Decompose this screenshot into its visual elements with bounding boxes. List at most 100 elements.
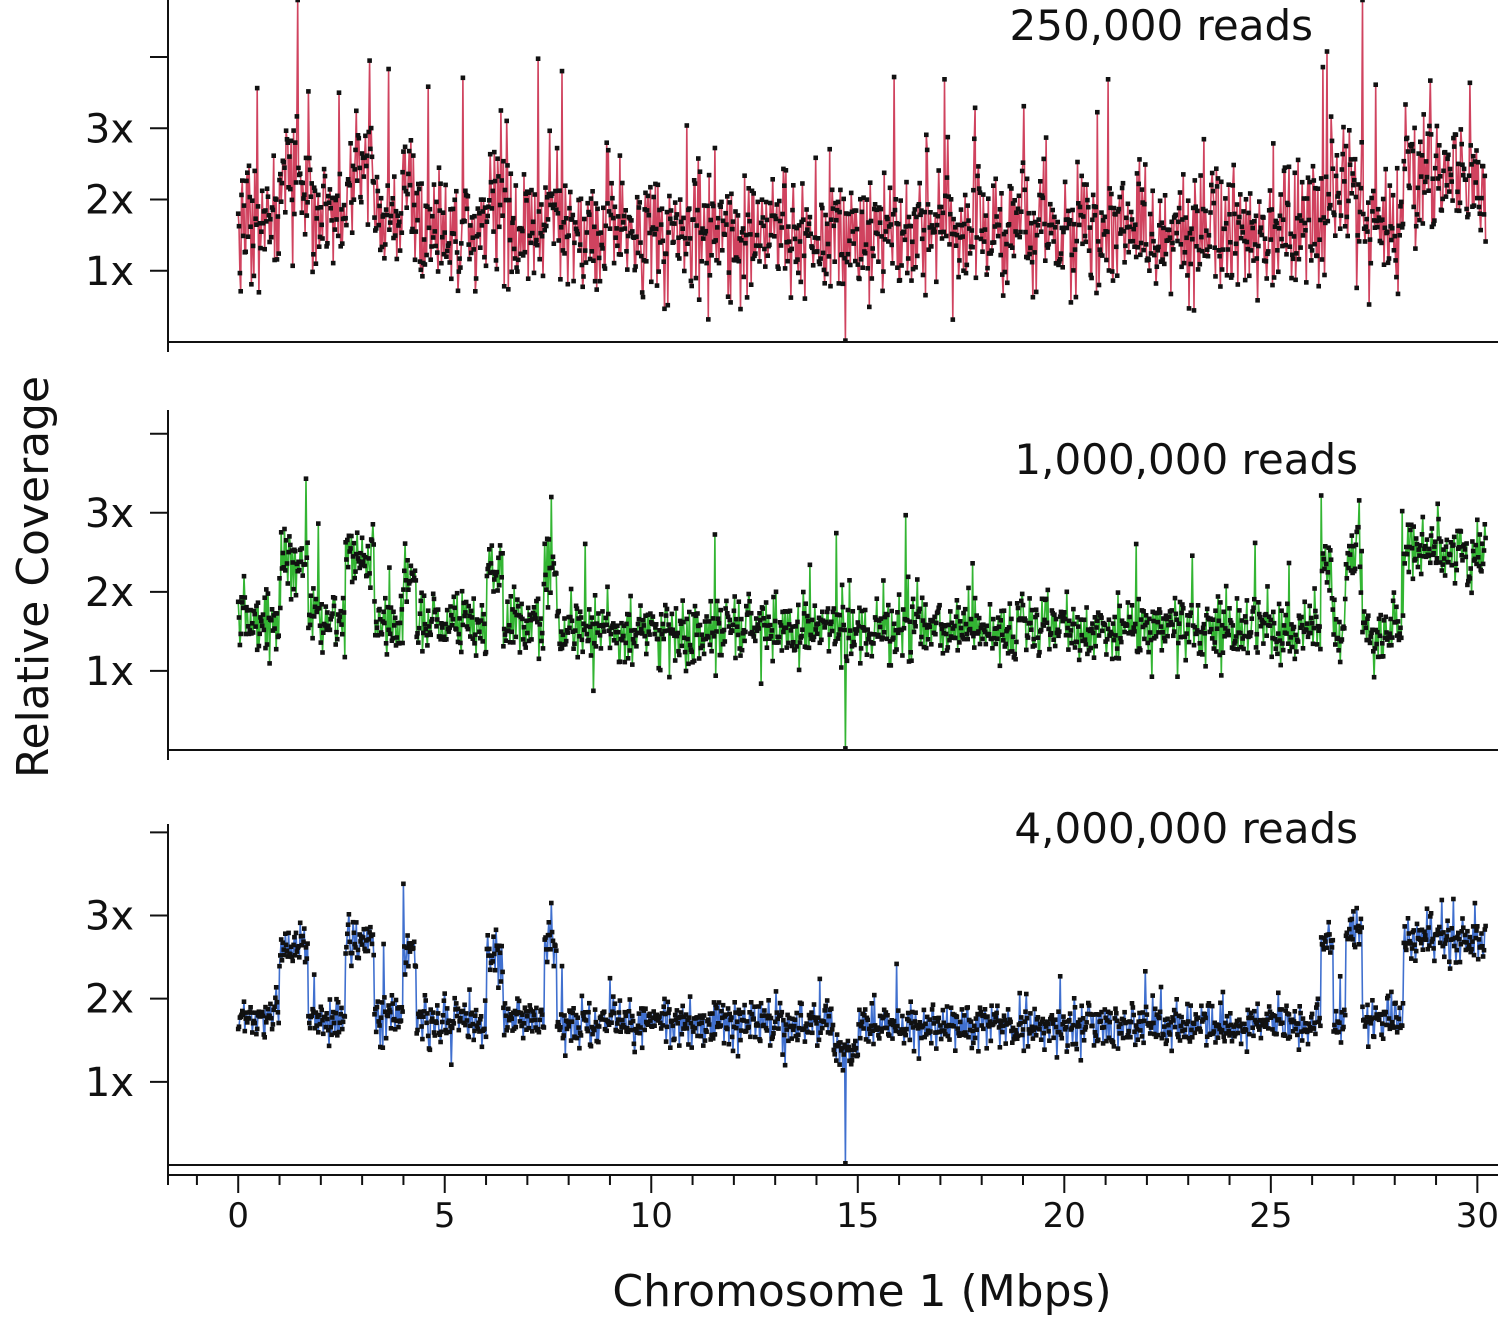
data-point <box>1359 548 1364 554</box>
data-point <box>905 574 911 580</box>
data-point <box>965 203 970 208</box>
data-point <box>547 128 552 134</box>
data-point <box>440 625 445 630</box>
data-point <box>1291 1019 1297 1024</box>
data-point <box>539 1012 545 1017</box>
data-point <box>1287 244 1293 249</box>
data-point <box>1163 1041 1169 1047</box>
data-point <box>701 651 707 657</box>
data-point <box>910 239 915 245</box>
data-point <box>701 1013 707 1018</box>
data-point <box>1161 616 1166 621</box>
data-point <box>357 165 362 171</box>
data-point <box>1024 1015 1030 1021</box>
data-point <box>872 615 878 620</box>
data-point <box>687 236 693 241</box>
data-point <box>1051 239 1056 244</box>
data-point <box>922 209 927 215</box>
data-point <box>1072 1005 1078 1010</box>
data-point <box>1325 570 1331 575</box>
data-point <box>601 263 607 269</box>
data-point <box>632 267 637 273</box>
data-point <box>731 608 737 614</box>
data-point <box>811 1002 817 1007</box>
data-point <box>1029 259 1035 265</box>
data-point <box>1101 1024 1107 1030</box>
data-point <box>314 609 319 615</box>
data-point <box>261 1032 267 1037</box>
data-point <box>1426 553 1431 558</box>
data-point <box>848 1047 853 1053</box>
data-point <box>652 232 657 237</box>
data-point <box>1279 1007 1284 1012</box>
data-point <box>1356 942 1362 947</box>
data-point <box>274 611 280 616</box>
data-point <box>1162 1017 1168 1023</box>
data-point <box>459 649 464 655</box>
data-point <box>1138 240 1144 246</box>
data-point <box>748 1000 754 1005</box>
data-point <box>307 622 313 628</box>
data-point <box>1347 162 1353 167</box>
data-point <box>844 259 850 265</box>
data-point <box>474 1023 480 1028</box>
data-point <box>905 618 910 623</box>
data-point <box>1110 621 1116 626</box>
data-point <box>749 1011 755 1017</box>
data-point <box>1461 172 1466 178</box>
data-point <box>1090 1023 1095 1029</box>
data-point <box>967 226 972 231</box>
data-point <box>775 1016 780 1022</box>
data-point <box>707 273 713 278</box>
data-point <box>629 1027 634 1033</box>
data-point <box>746 1024 751 1030</box>
data-point <box>986 1024 992 1029</box>
data-point <box>613 235 618 240</box>
data-point <box>1118 1021 1123 1027</box>
data-point <box>1163 613 1169 618</box>
data-point <box>692 603 698 609</box>
data-point <box>1220 989 1226 995</box>
data-point <box>1223 196 1228 201</box>
data-point <box>1195 1015 1201 1020</box>
data-point <box>676 648 681 654</box>
data-point <box>330 1009 336 1015</box>
data-point <box>477 1029 482 1034</box>
data-point <box>943 233 949 239</box>
data-point <box>1006 222 1012 227</box>
data-point <box>934 279 939 285</box>
data-point <box>751 1016 756 1021</box>
data-point <box>1149 231 1155 237</box>
data-point <box>736 599 742 604</box>
data-point <box>1419 927 1425 933</box>
data-point <box>544 195 550 200</box>
data-point <box>1142 1018 1147 1024</box>
data-point <box>430 591 436 597</box>
data-point <box>552 202 557 207</box>
data-point <box>1064 589 1070 595</box>
data-point <box>1174 230 1179 236</box>
data-point <box>896 1008 901 1013</box>
data-point <box>470 636 476 641</box>
data-point <box>867 1026 872 1032</box>
data-point <box>1185 1001 1190 1007</box>
data-point <box>1186 1035 1192 1041</box>
data-point <box>1276 601 1282 607</box>
data-point <box>1265 584 1270 589</box>
data-point <box>418 598 424 604</box>
data-point <box>519 601 524 607</box>
data-point <box>644 259 649 264</box>
data-point <box>1322 935 1327 941</box>
data-point <box>549 565 555 571</box>
data-point <box>1227 1033 1232 1038</box>
data-point <box>527 233 533 238</box>
data-point <box>772 1025 777 1031</box>
data-point <box>1189 226 1194 231</box>
data-point <box>454 590 460 596</box>
data-point <box>373 226 379 231</box>
data-point <box>943 1031 948 1037</box>
data-point <box>236 223 242 229</box>
data-point <box>1252 242 1258 247</box>
data-point <box>1099 210 1104 215</box>
data-point <box>1313 608 1318 614</box>
